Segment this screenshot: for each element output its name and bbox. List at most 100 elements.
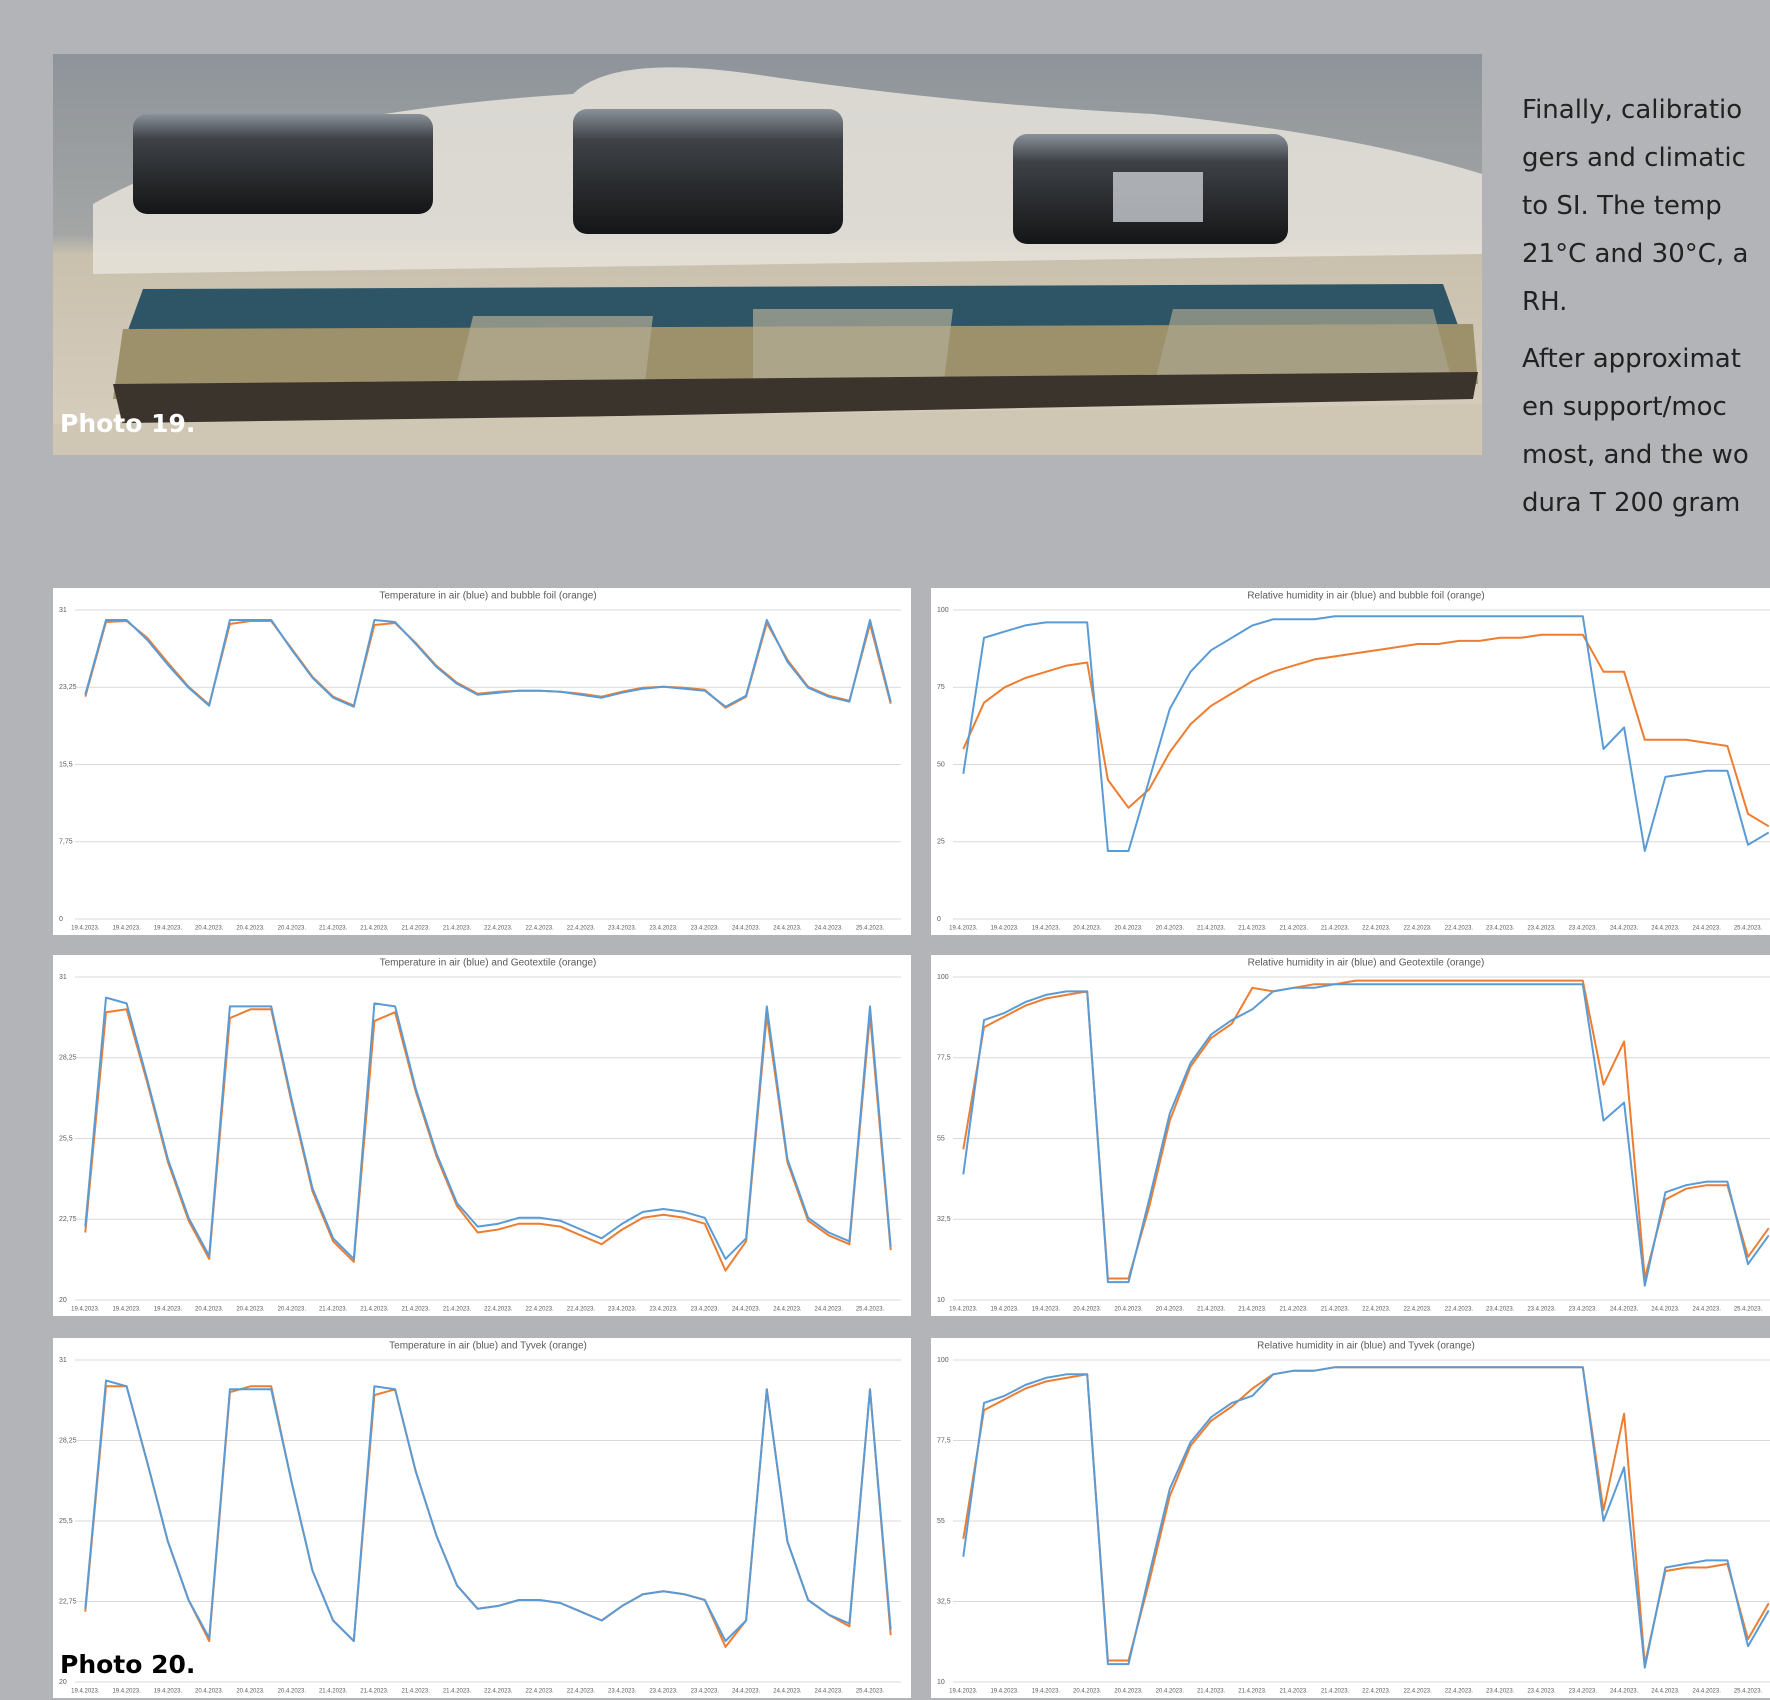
x-tick-label: 20.4.2023.: [195, 1689, 224, 1695]
y-tick-label: 7,75: [59, 839, 73, 846]
x-tick-label: 19.4.2023.: [71, 1689, 100, 1695]
y-tick-label: 22,75: [59, 1598, 77, 1605]
x-tick-label: 25.4.2023.: [856, 926, 885, 932]
x-tick-label: 21.4.2023.: [443, 1689, 472, 1695]
x-tick-label: 23.4.2023.: [608, 1689, 637, 1695]
chart-background: [931, 1338, 1770, 1698]
x-tick-label: 21.4.2023.: [1280, 926, 1309, 932]
chart: Relative humidity in air (blue) and Geot…: [931, 955, 1770, 1316]
x-tick-label: 24.4.2023.: [1693, 1307, 1722, 1313]
x-tick-label: 24.4.2023.: [732, 1307, 761, 1313]
chart: Relative humidity in air (blue) and Tyve…: [931, 1338, 1770, 1698]
text-line: RH.: [1522, 278, 1770, 326]
x-tick-label: 24.4.2023.: [1610, 926, 1639, 932]
x-tick-label: 24.4.2023.: [732, 1689, 761, 1695]
x-tick-label: 20.4.2023.: [195, 926, 224, 932]
y-tick-label: 28,25: [59, 1437, 77, 1444]
x-tick-label: 22.4.2023.: [525, 1689, 554, 1695]
x-tick-label: 22.4.2023.: [484, 926, 513, 932]
x-tick-label: 22.4.2023.: [484, 1689, 513, 1695]
x-tick-label: 20.4.2023.: [1114, 1689, 1143, 1695]
x-tick-label: 19.4.2023.: [990, 926, 1019, 932]
chart: Temperature in air (blue) and Geotextile…: [53, 955, 911, 1316]
chart: Temperature in air (blue) and Tyvek (ora…: [53, 1338, 911, 1698]
text-line: dura T 200 gram: [1522, 479, 1770, 527]
x-tick-label: 20.4.2023.: [278, 1689, 307, 1695]
x-tick-label: 23.4.2023.: [1569, 926, 1598, 932]
x-tick-label: 23.4.2023.: [1527, 1307, 1556, 1313]
x-tick-label: 20.4.2023.: [1156, 926, 1185, 932]
x-tick-label: 25.4.2023.: [856, 1689, 885, 1695]
x-tick-label: 19.4.2023.: [71, 926, 100, 932]
y-tick-label: 25,5: [59, 1135, 73, 1142]
page: Photo 19. Finally, calibratiogers and cl…: [0, 0, 1770, 1700]
x-tick-label: 20.4.2023.: [236, 1307, 265, 1313]
x-tick-label: 19.4.2023.: [1032, 1689, 1061, 1695]
x-tick-label: 23.4.2023.: [1486, 1689, 1515, 1695]
x-tick-label: 19.4.2023.: [1032, 926, 1061, 932]
chart-background: [931, 588, 1770, 935]
chart-background: [53, 1338, 911, 1698]
x-tick-label: 20.4.2023.: [1114, 926, 1143, 932]
chart-title: Temperature in air (blue) and bubble foi…: [379, 591, 596, 602]
x-tick-label: 21.4.2023.: [1321, 1307, 1350, 1313]
x-tick-label: 25.4.2023.: [1734, 926, 1763, 932]
y-tick-label: 10: [937, 1679, 945, 1686]
chart-title: Relative humidity in air (blue) and Geot…: [1248, 958, 1485, 969]
y-tick-label: 32,5: [937, 1598, 951, 1605]
photo: Photo 19.: [53, 54, 1482, 455]
text-line: gers and climatic: [1522, 134, 1770, 182]
x-tick-label: 23.4.2023.: [1486, 926, 1515, 932]
x-tick-label: 25.4.2023.: [856, 1307, 885, 1313]
x-tick-label: 19.4.2023.: [949, 1689, 978, 1695]
y-tick-label: 55: [937, 1518, 945, 1525]
chart-title: Temperature in air (blue) and Tyvek (ora…: [389, 1341, 587, 1352]
x-tick-label: 24.4.2023.: [815, 926, 844, 932]
x-tick-label: 21.4.2023.: [402, 1689, 431, 1695]
x-tick-label: 24.4.2023.: [1610, 1307, 1639, 1313]
x-tick-label: 20.4.2023.: [1156, 1689, 1185, 1695]
x-tick-label: 21.4.2023.: [1238, 1307, 1267, 1313]
x-tick-label: 21.4.2023.: [402, 1307, 431, 1313]
x-tick-label: 19.4.2023.: [112, 1307, 141, 1313]
x-tick-label: 23.4.2023.: [691, 1689, 720, 1695]
text-line: After approximat: [1522, 335, 1770, 383]
x-tick-label: 21.4.2023.: [319, 1307, 348, 1313]
x-tick-label: 22.4.2023.: [525, 1307, 554, 1313]
y-tick-label: 20: [59, 1679, 67, 1686]
x-tick-label: 22.4.2023.: [1403, 926, 1432, 932]
x-tick-label: 22.4.2023.: [567, 926, 596, 932]
x-tick-label: 23.4.2023.: [1486, 1307, 1515, 1313]
x-tick-label: 23.4.2023.: [1527, 1689, 1556, 1695]
x-tick-label: 21.4.2023.: [319, 1689, 348, 1695]
y-tick-label: 25,5: [59, 1518, 73, 1525]
x-tick-label: 21.4.2023.: [443, 1307, 472, 1313]
y-tick-label: 100: [937, 1357, 949, 1364]
photo-caption: Photo 20.: [60, 1650, 195, 1679]
x-tick-label: 19.4.2023.: [154, 1307, 183, 1313]
x-tick-label: 22.4.2023.: [1445, 1307, 1474, 1313]
y-tick-label: 15,5: [59, 761, 73, 768]
y-tick-label: 31: [59, 607, 67, 614]
x-tick-label: 20.4.2023.: [1114, 1307, 1143, 1313]
x-tick-label: 23.4.2023.: [649, 1689, 678, 1695]
y-tick-label: 22,75: [59, 1216, 77, 1223]
y-tick-label: 31: [59, 1357, 67, 1364]
x-tick-label: 23.4.2023.: [1527, 926, 1556, 932]
x-tick-label: 21.4.2023.: [1238, 1689, 1267, 1695]
x-tick-label: 22.4.2023.: [1445, 1689, 1474, 1695]
x-tick-label: 20.4.2023.: [236, 1689, 265, 1695]
x-tick-label: 24.4.2023.: [1651, 1689, 1680, 1695]
x-tick-label: 22.4.2023.: [484, 1307, 513, 1313]
x-tick-label: 24.4.2023.: [773, 1307, 802, 1313]
x-tick-label: 21.4.2023.: [1197, 1689, 1226, 1695]
text-line: to SI. The temp: [1522, 182, 1770, 230]
x-tick-label: 24.4.2023.: [815, 1307, 844, 1313]
x-tick-label: 24.4.2023.: [1651, 926, 1680, 932]
y-tick-label: 75: [937, 684, 945, 691]
x-tick-label: 20.4.2023.: [1156, 1307, 1185, 1313]
x-tick-label: 25.4.2023.: [1734, 1689, 1763, 1695]
x-tick-label: 22.4.2023.: [1403, 1689, 1432, 1695]
y-tick-label: 20: [59, 1297, 67, 1304]
